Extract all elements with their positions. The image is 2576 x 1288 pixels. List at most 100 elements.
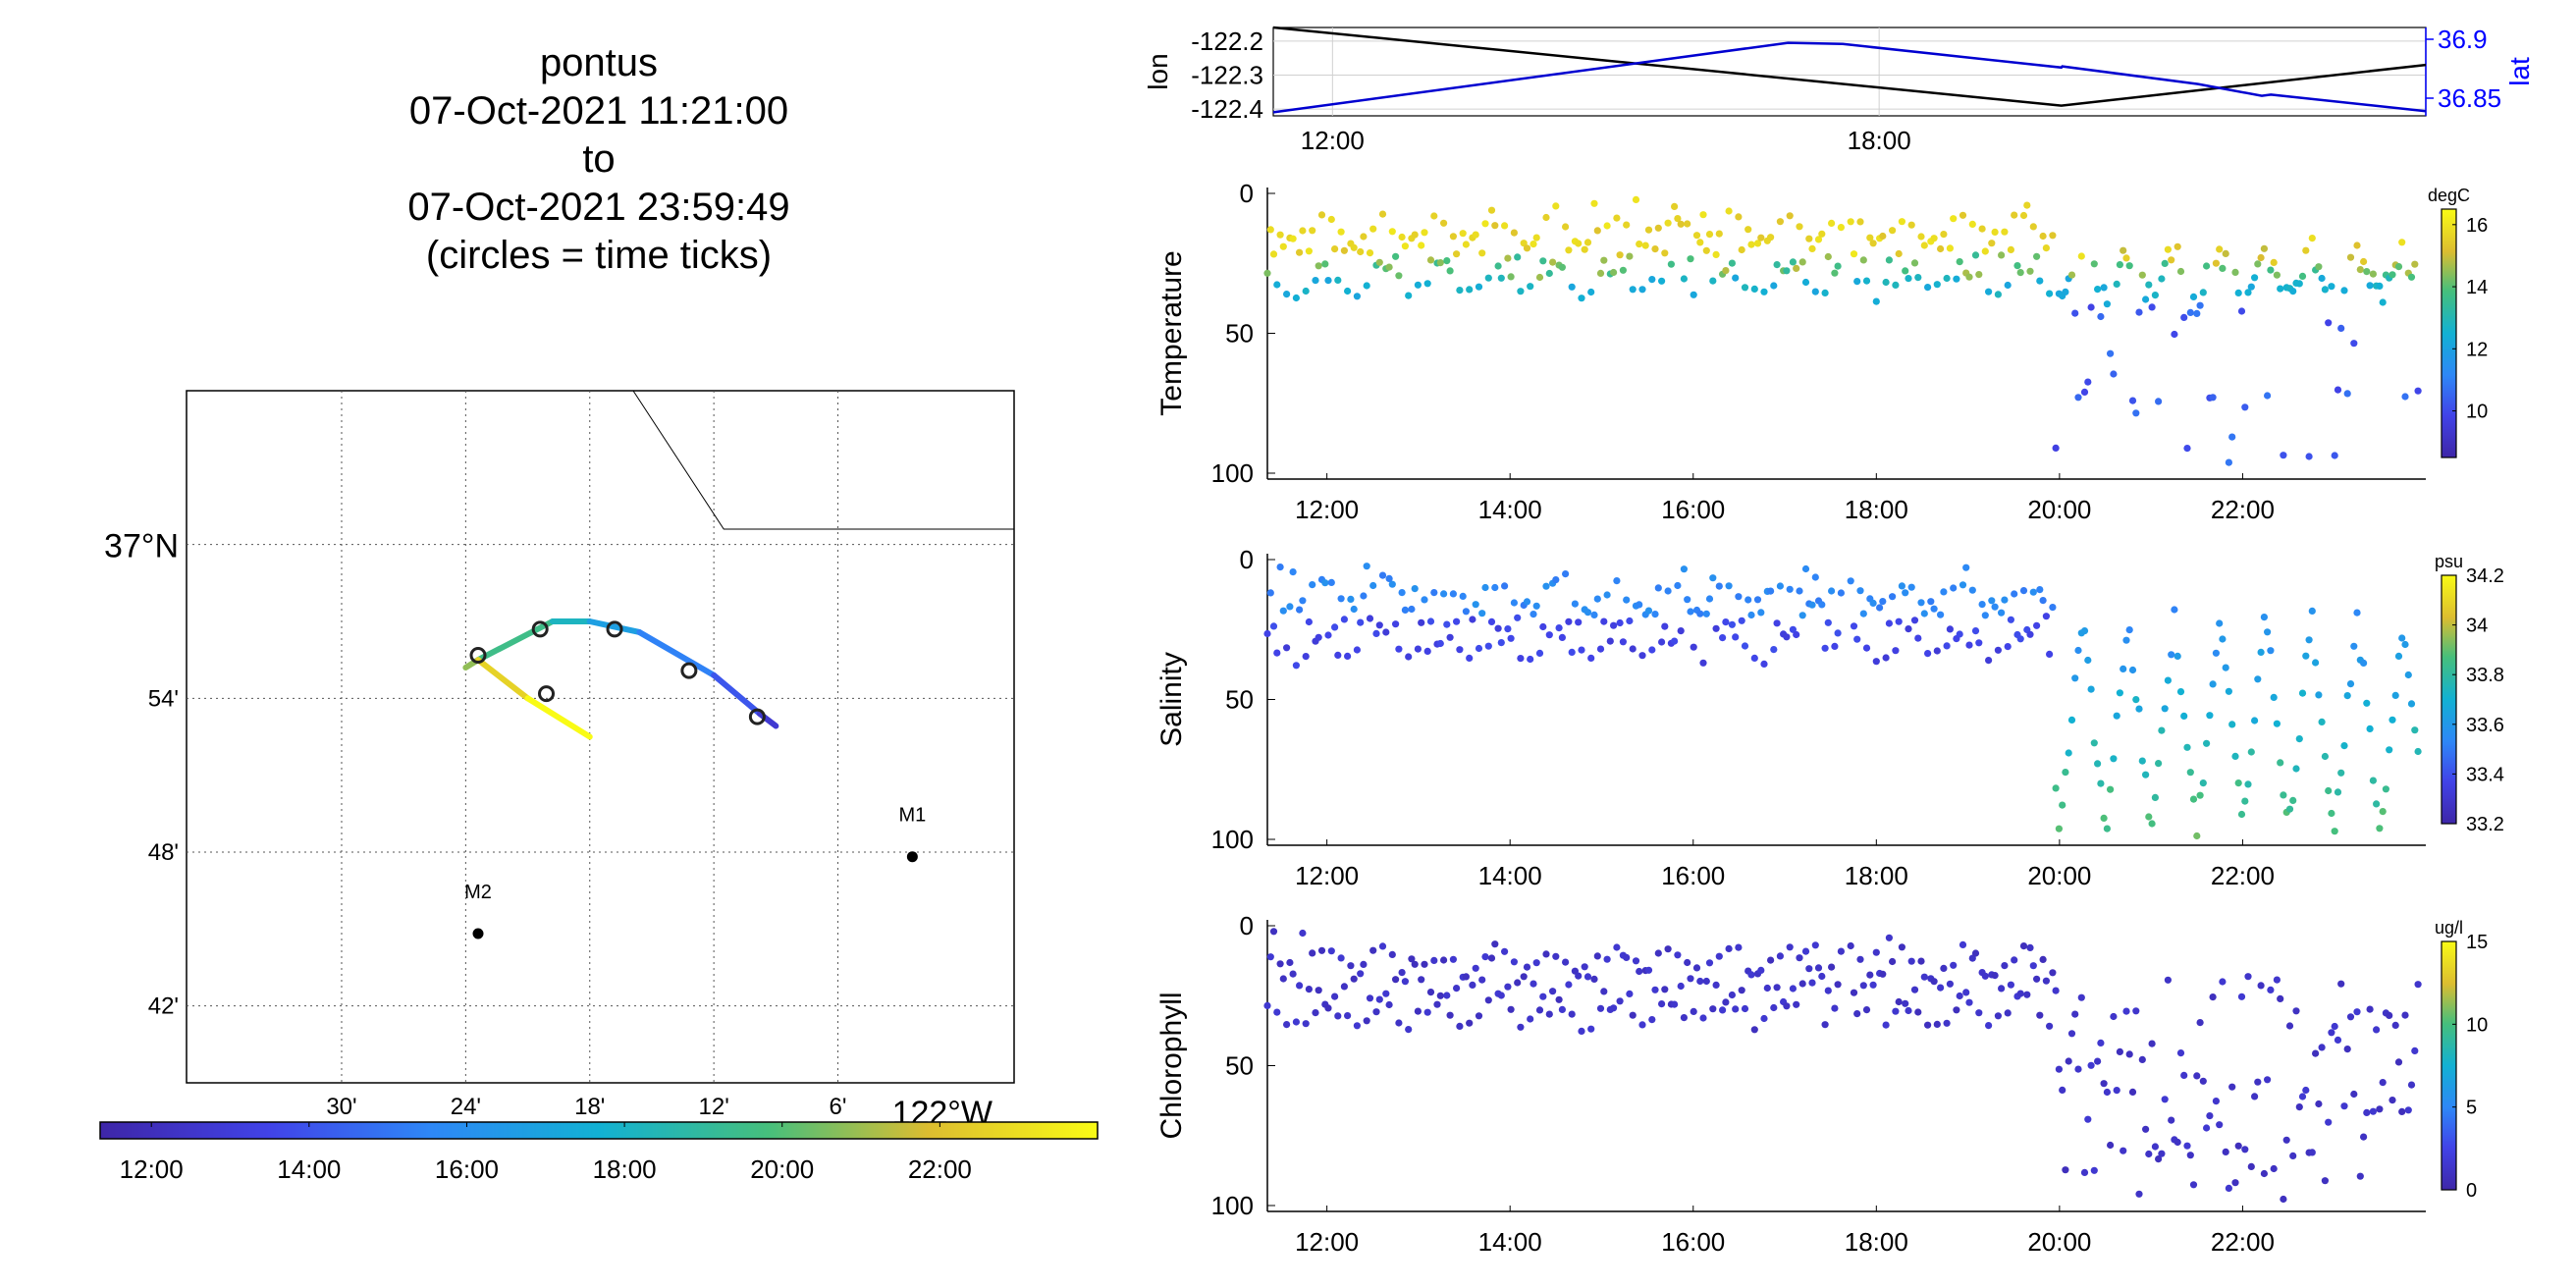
chlorophyll-point <box>2151 1143 2159 1151</box>
chlorophyll-point <box>1702 977 1710 986</box>
salinity-point <box>2373 800 2381 808</box>
chlorophyll-point <box>1828 963 1836 971</box>
temperature-point <box>1793 264 1800 272</box>
salinity-point <box>1309 581 1316 589</box>
temperature-point <box>2209 394 2217 402</box>
salinity-point <box>1398 589 1406 597</box>
salinity-point <box>1350 605 1358 614</box>
temperature-y-tick-label: 50 <box>1225 319 1254 349</box>
chlorophyll-point <box>1767 956 1775 964</box>
temperature-point <box>1648 276 1656 284</box>
chlorophyll-point <box>1654 949 1662 957</box>
salinity-point <box>1658 638 1666 646</box>
salinity-point <box>1606 637 1614 645</box>
temperature-point <box>1905 275 1912 283</box>
temperature-point <box>1930 235 1938 242</box>
temperature-point <box>2376 282 2384 290</box>
temperature-point <box>1263 269 1271 277</box>
salinity-point <box>1289 568 1297 576</box>
temperature-point <box>2394 263 2403 271</box>
salinity-colorbar-tick-label: 34 <box>2466 616 2488 637</box>
salinity-point <box>2120 665 2127 673</box>
salinity-point <box>1760 660 1768 669</box>
temperature-point <box>1616 251 1624 259</box>
chlorophyll-point <box>1626 990 1634 998</box>
chlorophyll-point <box>1776 952 1784 960</box>
temperature-point <box>1767 234 1775 242</box>
temperature-point <box>1818 230 1826 238</box>
chlorophyll-point <box>1872 948 1880 956</box>
temperature-point <box>2135 308 2143 316</box>
temperature-point <box>2013 262 2021 270</box>
salinity-point <box>2346 680 2355 688</box>
salinity-point <box>1436 639 1444 648</box>
salinity-point <box>1910 617 1919 624</box>
salinity-point <box>2404 671 2412 679</box>
chlorophyll-point <box>1263 1001 1271 1009</box>
chlorophyll-point <box>1959 940 1967 949</box>
time-colorbar-tick-label: 20:00 <box>750 1154 814 1184</box>
salinity-point <box>1593 595 1601 603</box>
temperature-point <box>1487 206 1496 214</box>
temperature-point <box>1988 240 1996 247</box>
temperature-point <box>1677 220 1685 228</box>
chlorophyll-point <box>2318 1044 2326 1051</box>
salinity-point <box>1372 629 1380 638</box>
chlorophyll-point <box>1266 953 1274 961</box>
salinity-point <box>2414 747 2422 756</box>
temperature-point <box>1375 258 1383 266</box>
temperature-point <box>2196 301 2204 309</box>
chlorophyll-point <box>2087 1061 2095 1069</box>
salinity-point <box>1446 633 1454 641</box>
chlorophyll-point <box>1889 957 1897 966</box>
salinity-point <box>1985 657 1993 665</box>
chlorophyll-point <box>1405 1026 1413 1034</box>
temperature-point <box>1497 274 1505 282</box>
chlorophyll-point <box>1853 1010 1861 1018</box>
salinity-point <box>2026 630 2034 638</box>
chlorophyll-point <box>2277 994 2284 1003</box>
chlorophyll-point <box>2125 1050 2133 1058</box>
salinity-point <box>2052 784 2060 792</box>
chlorophyll-point <box>1793 1000 1800 1008</box>
temperature-point <box>2052 444 2060 452</box>
salinity-point <box>2343 692 2351 700</box>
temperature-point <box>1834 262 1842 270</box>
chlorophyll-point <box>1699 1014 1707 1022</box>
salinity-point <box>2305 636 2313 644</box>
salinity-point <box>2285 805 2294 813</box>
temperature-point <box>2199 289 2207 296</box>
temperature-point <box>1626 252 1634 260</box>
map-y-tick-label: 37°N <box>104 528 179 565</box>
chlorophyll-point <box>1687 975 1694 983</box>
temperature-point <box>1279 242 1287 250</box>
chlorophyll-point <box>1552 952 1560 960</box>
chlorophyll-point <box>2360 1133 2368 1141</box>
chlorophyll-point <box>1421 960 1428 968</box>
chlorophyll-point <box>1565 981 1573 989</box>
temperature-point <box>2325 319 2333 327</box>
temperature-point <box>2168 256 2175 264</box>
chlorophyll-point <box>1347 962 1355 970</box>
chlorophyll-point <box>1532 959 1540 967</box>
chlorophyll-point <box>1837 947 1845 955</box>
temperature-point <box>2193 309 2201 317</box>
temperature-point <box>1545 269 1553 278</box>
chlorophyll-point <box>2312 1049 2320 1057</box>
chlorophyll-point <box>1590 975 1598 984</box>
temperature-point <box>2077 252 2085 260</box>
chlorophyll-point <box>2295 1103 2303 1111</box>
chlorophyll-point <box>1549 988 1557 995</box>
chlorophyll-point <box>2407 1081 2416 1089</box>
temperature-point <box>1902 267 1909 275</box>
temperature-point <box>1699 211 1707 219</box>
chlorophyll-point <box>1558 1005 1566 1013</box>
salinity-point <box>2247 748 2255 756</box>
chlorophyll-point <box>1593 952 1601 960</box>
salinity-point <box>1696 610 1704 617</box>
salinity-point <box>2280 791 2287 799</box>
temperature-point <box>2120 246 2127 254</box>
temperature-point <box>2277 285 2284 293</box>
salinity-point <box>1558 633 1566 642</box>
salinity-point <box>1555 624 1563 632</box>
